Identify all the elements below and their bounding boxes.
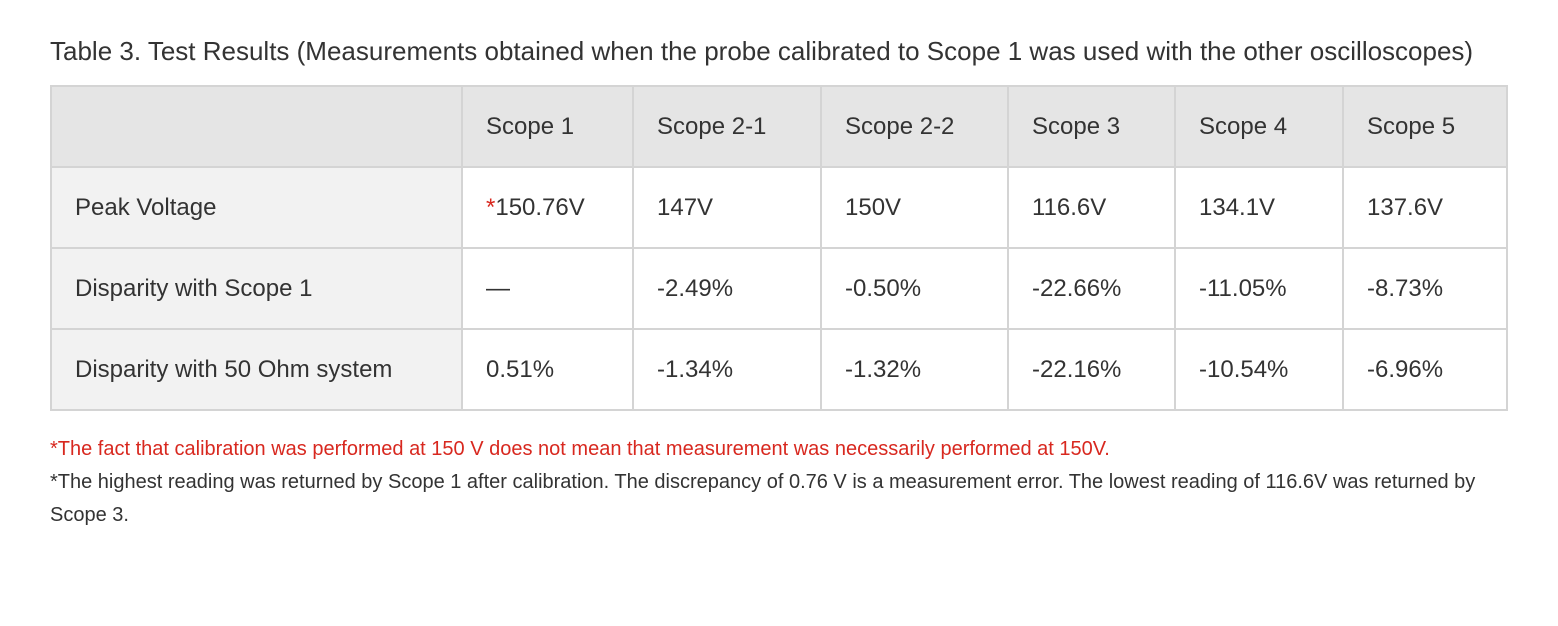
table-cell: 0.51% xyxy=(461,328,634,411)
table-cell: 147V xyxy=(632,166,822,249)
header-cell: Scope 3 xyxy=(1007,85,1176,168)
table-row: Peak Voltage *150.76V 147V 150V 116.6V 134.1V… xyxy=(50,166,1508,249)
table-cell: 134.1V xyxy=(1174,166,1344,249)
table-cell: -22.16% xyxy=(1007,328,1176,411)
table-body: Peak Voltage *150.76V 147V 150V 116.6V 134.1V… xyxy=(50,166,1508,411)
table-caption: Table 3. Test Results (Measurements obta… xyxy=(50,36,1474,66)
table-cell: -11.05% xyxy=(1174,247,1344,330)
table-cell: -0.50% xyxy=(820,247,1009,330)
header-cell: Scope 2-2 xyxy=(820,85,1009,168)
table-cell: 137.6V xyxy=(1342,166,1508,249)
header-cell: Scope 4 xyxy=(1174,85,1344,168)
table-cell: -2.49% xyxy=(632,247,822,330)
table-row: Disparity with Scope 1— -2.49% -0.50% -22.6… xyxy=(50,247,1508,330)
row-header-cell: Disparity with 50 Ohm system xyxy=(50,328,463,411)
header-cell: Scope 1 xyxy=(461,85,634,168)
table-cell: -22.66% xyxy=(1007,247,1176,330)
document: Table 3. Test Results (Measurements obta… xyxy=(50,28,1508,532)
table-cell: 150V xyxy=(820,166,1009,249)
table-cell: -1.34% xyxy=(632,328,822,411)
cell-text: 150.76V xyxy=(495,193,585,221)
table-cell: -8.73% xyxy=(1342,247,1508,330)
table-cell: *150.76V xyxy=(461,166,634,249)
header-cell: Scope 5 xyxy=(1342,85,1508,168)
table-cell: -1.32% xyxy=(820,328,1009,411)
table-cell: -10.54% xyxy=(1174,328,1344,411)
table-cell: -6.96% xyxy=(1342,328,1508,411)
header-cell xyxy=(50,85,463,168)
row-header-cell: Disparity with Scope 1 xyxy=(50,247,463,330)
note-mark: * xyxy=(486,193,496,221)
table-row: Disparity with 50 Ohm system 0.51% -1.34% -… xyxy=(50,328,1508,411)
table-cell: — xyxy=(461,247,634,330)
table-cell: 116.6V xyxy=(1007,166,1176,249)
header-cell: Scope 2-1 xyxy=(632,85,822,168)
footnote: *The fact that calibration was performed… xyxy=(50,438,1110,460)
footnote: *The highest reading was returned by Sco… xyxy=(50,471,1476,526)
notes: *The fact that calibration was performed… xyxy=(50,433,1506,532)
row-header-cell: Peak Voltage xyxy=(50,166,463,249)
